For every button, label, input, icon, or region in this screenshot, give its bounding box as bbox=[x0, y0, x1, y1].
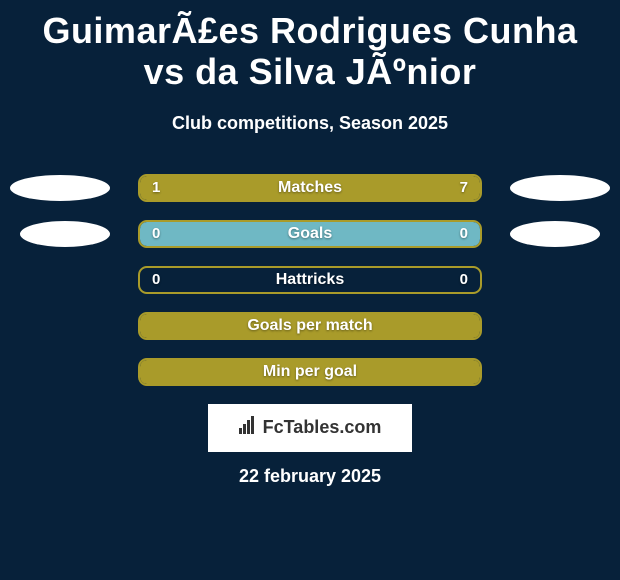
stat-row-min-per-goal: Min per goal bbox=[0, 358, 620, 386]
stat-row-goals-per-match: Goals per match bbox=[0, 312, 620, 340]
label-matches: Matches bbox=[140, 179, 480, 197]
ellipse-right-goals bbox=[510, 221, 600, 247]
main-container: GuimarÃ£es Rodrigues Cunha vs da Silva J… bbox=[0, 0, 620, 580]
value-right-hattricks: 0 bbox=[460, 271, 468, 288]
label-hattricks: Hattricks bbox=[140, 271, 480, 289]
label-goals: Goals bbox=[140, 225, 480, 243]
ellipse-left-matches bbox=[10, 175, 110, 201]
subtitle: Club competitions, Season 2025 bbox=[0, 113, 620, 134]
ellipse-left-goals bbox=[20, 221, 110, 247]
page-title: GuimarÃ£es Rodrigues Cunha vs da Silva J… bbox=[0, 0, 620, 93]
date-text: 22 february 2025 bbox=[0, 466, 620, 487]
bar-goals: 0 Goals 0 bbox=[138, 220, 482, 248]
label-min-per-goal: Min per goal bbox=[140, 363, 480, 381]
stat-row-matches: 1 Matches 7 bbox=[0, 174, 620, 202]
stat-row-goals: 0 Goals 0 bbox=[0, 220, 620, 248]
value-right-goals: 0 bbox=[460, 225, 468, 242]
bar-matches: 1 Matches 7 bbox=[138, 174, 482, 202]
label-goals-per-match: Goals per match bbox=[140, 317, 480, 335]
ellipse-right-matches bbox=[510, 175, 610, 201]
footer-text: FcTables.com bbox=[263, 417, 382, 438]
bar-goals-per-match: Goals per match bbox=[138, 312, 482, 340]
chart-icon bbox=[239, 416, 259, 439]
stat-row-hattricks: 0 Hattricks 0 bbox=[0, 266, 620, 294]
footer-box: FcTables.com bbox=[208, 404, 412, 452]
bar-min-per-goal: Min per goal bbox=[138, 358, 482, 386]
bar-hattricks: 0 Hattricks 0 bbox=[138, 266, 482, 294]
footer-logo: FcTables.com bbox=[239, 416, 382, 439]
stats-area: 1 Matches 7 0 Goals 0 0 Hattricks 0 bbox=[0, 174, 620, 386]
value-right-matches: 7 bbox=[460, 179, 468, 196]
